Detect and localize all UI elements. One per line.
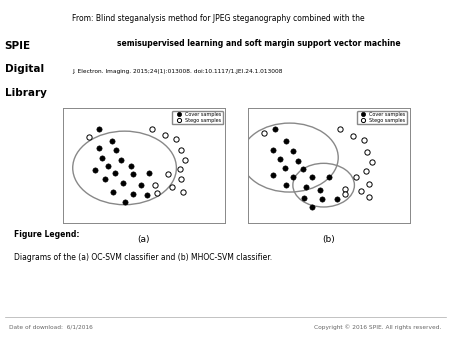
Legend: Cover samples, Stego samples: Cover samples, Stego samples <box>172 111 223 124</box>
Text: SPIE: SPIE <box>4 41 31 51</box>
Legend: Cover samples, Stego samples: Cover samples, Stego samples <box>357 111 407 124</box>
Text: Library: Library <box>4 88 46 98</box>
Text: (b): (b) <box>322 235 335 244</box>
Text: Diagrams of the (a) OC-SVM classifier and (b) MHOC-SVM classifier.: Diagrams of the (a) OC-SVM classifier an… <box>14 254 272 263</box>
Text: From: Blind steganalysis method for JPEG steganography combined with the: From: Blind steganalysis method for JPEG… <box>72 14 364 23</box>
Text: Date of download:  6/1/2016: Date of download: 6/1/2016 <box>9 325 93 330</box>
Text: Figure Legend:: Figure Legend: <box>14 230 79 239</box>
Text: Digital: Digital <box>4 64 44 74</box>
Text: (a): (a) <box>138 235 150 244</box>
Text: semisupervised learning and soft margin support vector machine: semisupervised learning and soft margin … <box>117 40 400 48</box>
Text: Copyright © 2016 SPIE. All rights reserved.: Copyright © 2016 SPIE. All rights reserv… <box>314 324 441 330</box>
Text: J. Electron. Imaging. 2015;24(1):013008. doi:10.1117/1.JEI.24.1.013008: J. Electron. Imaging. 2015;24(1):013008.… <box>72 69 283 74</box>
